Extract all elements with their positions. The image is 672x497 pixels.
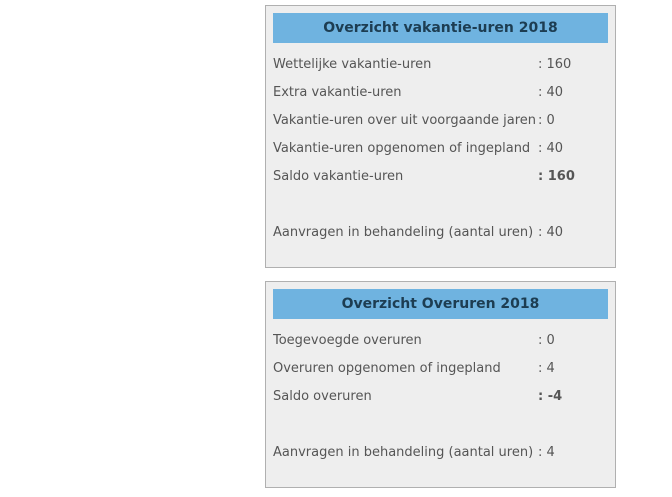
table-row: Toegevoegde overuren : 0: [273, 327, 608, 355]
table-row-saldo: Saldo overuren : -4: [273, 383, 608, 411]
table-row: Vakantie-uren opgenomen of ingepland : 4…: [273, 135, 608, 163]
row-label: Saldo vakantie-uren: [273, 169, 404, 184]
table-row-pending: Aanvragen in behandeling (aantal uren) :…: [273, 219, 608, 247]
table-row: Vakantie-uren over uit voorgaande jaren …: [273, 107, 608, 135]
table-row: Overuren opgenomen of ingepland : 4: [273, 355, 608, 383]
row-label: Extra vakantie-uren: [273, 85, 402, 100]
row-label: Toegevoegde overuren: [273, 333, 422, 348]
table-row: Wettelijke vakantie-uren : 160: [273, 51, 608, 79]
row-value: : -4: [538, 389, 563, 404]
row-label: Wettelijke vakantie-uren: [273, 57, 432, 72]
row-value: : 4: [538, 361, 555, 376]
vacation-overview-panel: Overzicht vakantie-uren 2018 Wettelijke …: [265, 5, 616, 268]
row-value: : 40: [538, 225, 564, 240]
row-label: Vakantie-uren over uit voorgaande jaren: [273, 113, 537, 128]
row-label: Vakantie-uren opgenomen of ingepland: [273, 141, 531, 156]
table-row-saldo: Saldo vakantie-uren : 160: [273, 163, 608, 191]
overview-panels: Overzicht vakantie-uren 2018 Wettelijke …: [265, 5, 616, 488]
row-value: : 0: [538, 113, 555, 128]
vacation-panel-body: Wettelijke vakantie-uren : 160 Extra vak…: [273, 43, 608, 267]
row-value: : 40: [538, 141, 564, 156]
row-value: : 160: [538, 169, 575, 184]
row-label: Overuren opgenomen of ingepland: [273, 361, 501, 376]
overtime-panel-body: Toegevoegde overuren : 0 Overuren opgeno…: [273, 319, 608, 487]
table-row: Extra vakantie-uren : 40: [273, 79, 608, 107]
table-row-pending: Aanvragen in behandeling (aantal uren) :…: [273, 439, 608, 467]
row-label: Aanvragen in behandeling (aantal uren): [273, 445, 534, 460]
row-value: : 160: [538, 57, 572, 72]
overtime-overview-panel: Overzicht Overuren 2018 Toegevoegde over…: [265, 281, 616, 488]
row-label: Aanvragen in behandeling (aantal uren): [273, 225, 534, 240]
row-label: Saldo overuren: [273, 389, 372, 404]
vacation-panel-title: Overzicht vakantie-uren 2018: [273, 13, 608, 43]
row-value: : 40: [538, 85, 564, 100]
row-value: : 0: [538, 333, 555, 348]
overtime-panel-title: Overzicht Overuren 2018: [273, 289, 608, 319]
row-value: : 4: [538, 445, 555, 460]
